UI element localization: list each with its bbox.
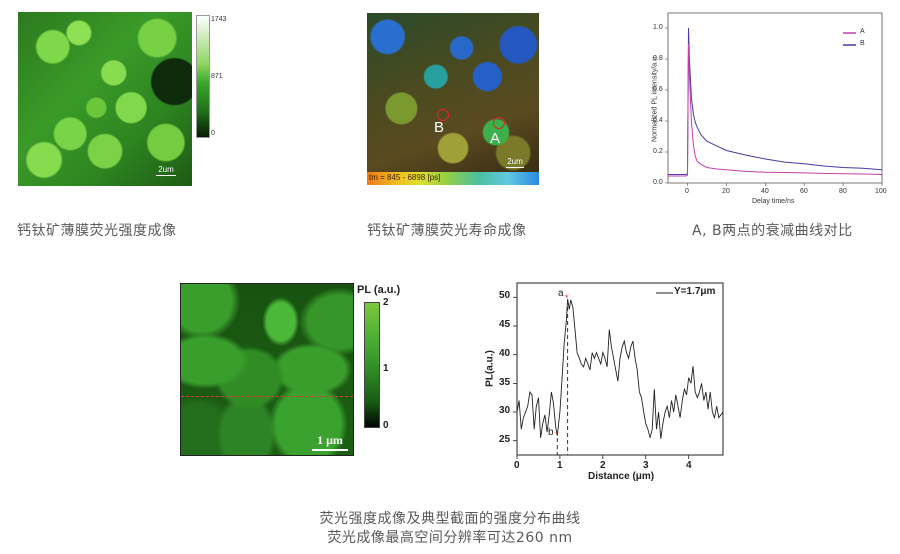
y-axis-label: PL(a.u.) <box>484 350 496 387</box>
svg-text:*: * <box>565 293 569 303</box>
scale-bar-label: 2um <box>158 165 174 174</box>
xtick: 2 <box>600 460 606 471</box>
pl-colorbar-max: 2 <box>383 297 389 308</box>
annotation-b: b <box>548 427 554 438</box>
marker-b-circle <box>437 109 449 121</box>
xtick: 4 <box>686 460 692 471</box>
scale-bar-label: 2um <box>507 157 523 166</box>
intensity-colorbar <box>196 15 210 138</box>
lifetime-range-label: tm = 845 - 6898 [ps] <box>369 173 441 182</box>
ytick: 0.2 <box>653 148 663 155</box>
intensity-image: 2um <box>18 12 192 186</box>
ytick: 35 <box>499 377 511 388</box>
lifetime-image: B A 2um <box>367 13 539 172</box>
colorbar-max-label: 1743 <box>211 16 227 23</box>
xtick: 60 <box>800 188 808 195</box>
ytick: 0.6 <box>653 86 663 93</box>
marker-a-label: A <box>490 130 501 147</box>
profile-chart: * * Y=1.7μm a b 25 30 35 40 45 50 0 1 2 … <box>470 270 740 490</box>
caption-decay: A, B两点的衰减曲线对比 <box>692 223 853 239</box>
x-axis-label: Distance (μm) <box>588 471 655 482</box>
legend-b-label: B <box>860 40 865 47</box>
marker-a-circle <box>493 117 505 129</box>
ytick: 1.0 <box>653 24 663 31</box>
xtick: 100 <box>875 188 887 195</box>
ytick: 45 <box>499 319 511 330</box>
ytick: 25 <box>499 434 511 445</box>
decay-chart-plot <box>665 12 883 186</box>
xtick: 80 <box>839 188 847 195</box>
bottom-caption-line1: 荧光强度成像及典型截面的强度分布曲线 <box>319 511 581 527</box>
legend-label: Y=1.7μm <box>674 286 716 297</box>
xtick: 1 <box>557 460 563 471</box>
pl-colorbar-mid: 1 <box>383 363 389 374</box>
ytick: 0.0 <box>653 179 663 186</box>
scale-bar-label: 1 μm <box>317 433 343 447</box>
xtick: 3 <box>643 460 649 471</box>
colorbar-mid-label: 871 <box>211 73 223 80</box>
pl-colorbar <box>364 302 380 428</box>
x-axis-label: Delay time/ns <box>752 198 795 205</box>
ytick: 0.8 <box>653 55 663 62</box>
decay-chart: A B 0.0 0.2 0.4 0.6 0.8 1.0 0 20 40 60 8… <box>620 0 900 215</box>
legend-a-label: A <box>860 28 865 35</box>
lifetime-colorbar: tm = 845 - 6898 [ps] <box>367 172 539 185</box>
profile-chart-plot: * * <box>513 282 724 459</box>
scale-bar: 2um <box>506 157 524 168</box>
colorbar-min-label: 0 <box>211 130 215 137</box>
pl-colorbar-min: 0 <box>383 420 389 431</box>
ytick: 50 <box>499 290 511 301</box>
xtick: 40 <box>761 188 769 195</box>
ytick: 40 <box>499 348 511 359</box>
y-axis-label: Normalized PL intensity/a.u. <box>651 55 659 142</box>
ytick: 0.4 <box>653 117 663 124</box>
bottom-caption-line2: 荧光成像最高空间分辨率可达260 nm <box>327 530 573 546</box>
scale-bar: 2um <box>156 165 176 176</box>
xtick: 0 <box>685 188 689 195</box>
pl-colorbar-title: PL (a.u.) <box>357 284 401 296</box>
ytick: 30 <box>499 405 511 416</box>
svg-text:*: * <box>555 430 559 440</box>
caption-intensity: 钙钛矿薄膜荧光强度成像 <box>17 223 177 239</box>
annotation-a: a <box>558 288 564 299</box>
profile-line <box>181 396 353 397</box>
xtick: 0 <box>514 460 520 471</box>
scale-bar: 1 μm <box>312 433 348 451</box>
marker-b-label: B <box>434 119 445 136</box>
xtick: 20 <box>722 188 730 195</box>
caption-lifetime: 钙钛矿薄膜荧光寿命成像 <box>367 223 527 239</box>
pl-image: 1 μm <box>180 283 354 456</box>
